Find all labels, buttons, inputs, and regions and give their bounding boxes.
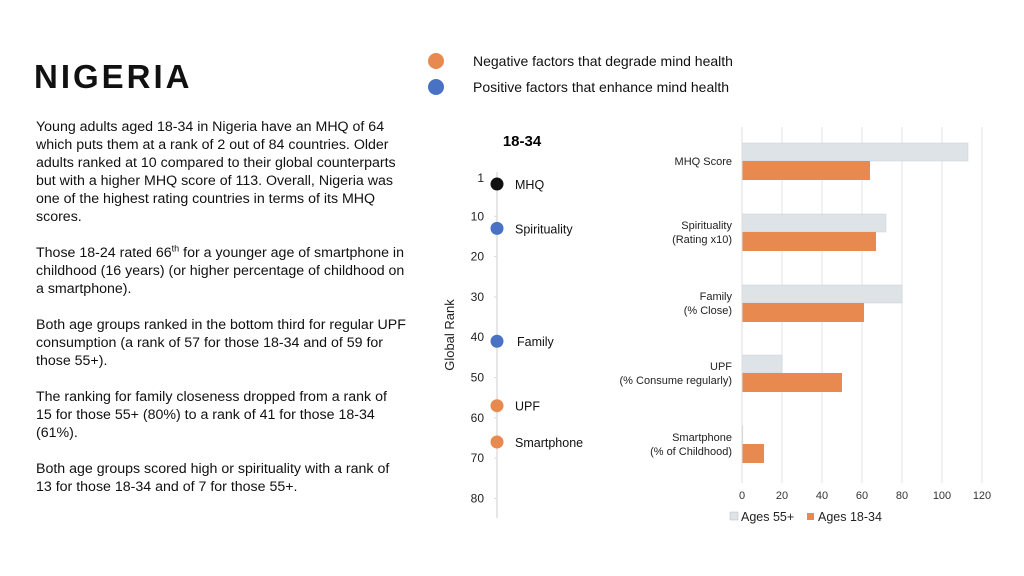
legend-label-18-34: Ages 18-34 bbox=[818, 510, 882, 524]
rank-chart-title: 18-34 bbox=[503, 133, 542, 150]
rank-axis-label: Global Rank bbox=[442, 299, 457, 371]
rank-point-label: Family bbox=[517, 335, 555, 349]
category-label: UPF bbox=[710, 361, 732, 373]
rank-tick-label: 40 bbox=[471, 330, 485, 344]
rank-tick-label: 80 bbox=[471, 491, 485, 505]
bar-ages-18-34 bbox=[742, 161, 870, 180]
rank-tick-label: 60 bbox=[471, 411, 485, 425]
rank-point-label: Smartphone bbox=[515, 436, 583, 450]
category-label: (% of Childhood) bbox=[650, 446, 732, 458]
bar-ages-18-34 bbox=[742, 373, 842, 392]
paragraph-mhq: Young adults aged 18-34 in Nigeria have … bbox=[36, 119, 396, 225]
rank-tick-label: 30 bbox=[471, 290, 485, 304]
bar-ages-18-34 bbox=[742, 303, 864, 322]
rank-tick-label: 1 bbox=[477, 171, 484, 185]
x-tick-label: 120 bbox=[973, 490, 991, 502]
bar-ages-18-34 bbox=[742, 444, 764, 463]
blue-dot-icon bbox=[428, 79, 444, 95]
legend-label-55-plus: Ages 55+ bbox=[741, 510, 794, 524]
x-tick-label: 0 bbox=[739, 490, 745, 502]
paragraph-spirituality: Both age groups scored high or spiritual… bbox=[36, 461, 390, 495]
bar-ages-55-plus bbox=[741, 284, 903, 304]
category-label: Spirituality bbox=[681, 220, 732, 232]
paragraph-smartphone: Those 18-24 rated 66th for a younger age… bbox=[36, 244, 406, 298]
category-label: (Rating x10) bbox=[672, 234, 732, 246]
rank-point-label: MHQ bbox=[515, 178, 544, 192]
summary-text: Young adults aged 18-34 in Nigeria have … bbox=[36, 118, 406, 514]
orange-dot-icon bbox=[428, 53, 444, 69]
paragraph-family: The ranking for family closeness dropped… bbox=[36, 389, 387, 441]
legend-label: Negative factors that degrade mind healt… bbox=[473, 53, 733, 69]
x-tick-label: 60 bbox=[856, 490, 868, 502]
rank-point-mhq bbox=[490, 177, 504, 191]
rank-point-family bbox=[490, 334, 504, 348]
category-label: Family bbox=[700, 291, 733, 303]
rank-tick-label: 50 bbox=[471, 371, 485, 385]
x-tick-label: 100 bbox=[933, 490, 951, 502]
rank-tick-label: 70 bbox=[471, 451, 485, 465]
page-title: NIGERIA bbox=[34, 58, 193, 95]
rank-point-smartphone bbox=[490, 435, 504, 449]
x-tick-label: 40 bbox=[816, 490, 828, 502]
paragraph-upf: Both age groups ranked in the bottom thi… bbox=[36, 317, 406, 369]
category-label: (% Consume regularly) bbox=[620, 375, 732, 387]
superscript: th bbox=[171, 243, 180, 254]
factor-legend: Negative factors that degrade mind healt… bbox=[428, 48, 733, 100]
rank-point-label: UPF bbox=[515, 400, 540, 414]
legend-positive: Positive factors that enhance mind healt… bbox=[428, 74, 733, 100]
paragraph-text: for a younger age of smartphone in child… bbox=[36, 245, 405, 297]
bar-ages-55-plus bbox=[741, 213, 887, 233]
legend-swatch-18-34 bbox=[807, 513, 814, 520]
category-label: MHQ Score bbox=[675, 156, 732, 168]
bar-ages-18-34 bbox=[742, 232, 876, 251]
x-tick-label: 20 bbox=[776, 490, 788, 502]
legend-swatch-55-plus bbox=[729, 511, 739, 521]
x-tick-label: 80 bbox=[896, 490, 908, 502]
bar-ages-55-plus bbox=[741, 142, 969, 162]
category-label: (% Close) bbox=[684, 305, 732, 317]
legend-negative: Negative factors that degrade mind healt… bbox=[428, 48, 733, 74]
paragraph-text: Those 18-24 rated 66 bbox=[36, 245, 172, 261]
legend-label: Positive factors that enhance mind healt… bbox=[473, 79, 730, 95]
rank-tick-label: 20 bbox=[471, 250, 485, 264]
rank-point-upf bbox=[490, 399, 504, 413]
rank-point-spirituality bbox=[490, 221, 504, 235]
rank-tick-label: 10 bbox=[471, 209, 485, 223]
rank-point-label: Spirituality bbox=[515, 222, 573, 236]
category-label: Smartphone bbox=[672, 432, 732, 444]
bar-ages-55-plus bbox=[741, 354, 783, 374]
